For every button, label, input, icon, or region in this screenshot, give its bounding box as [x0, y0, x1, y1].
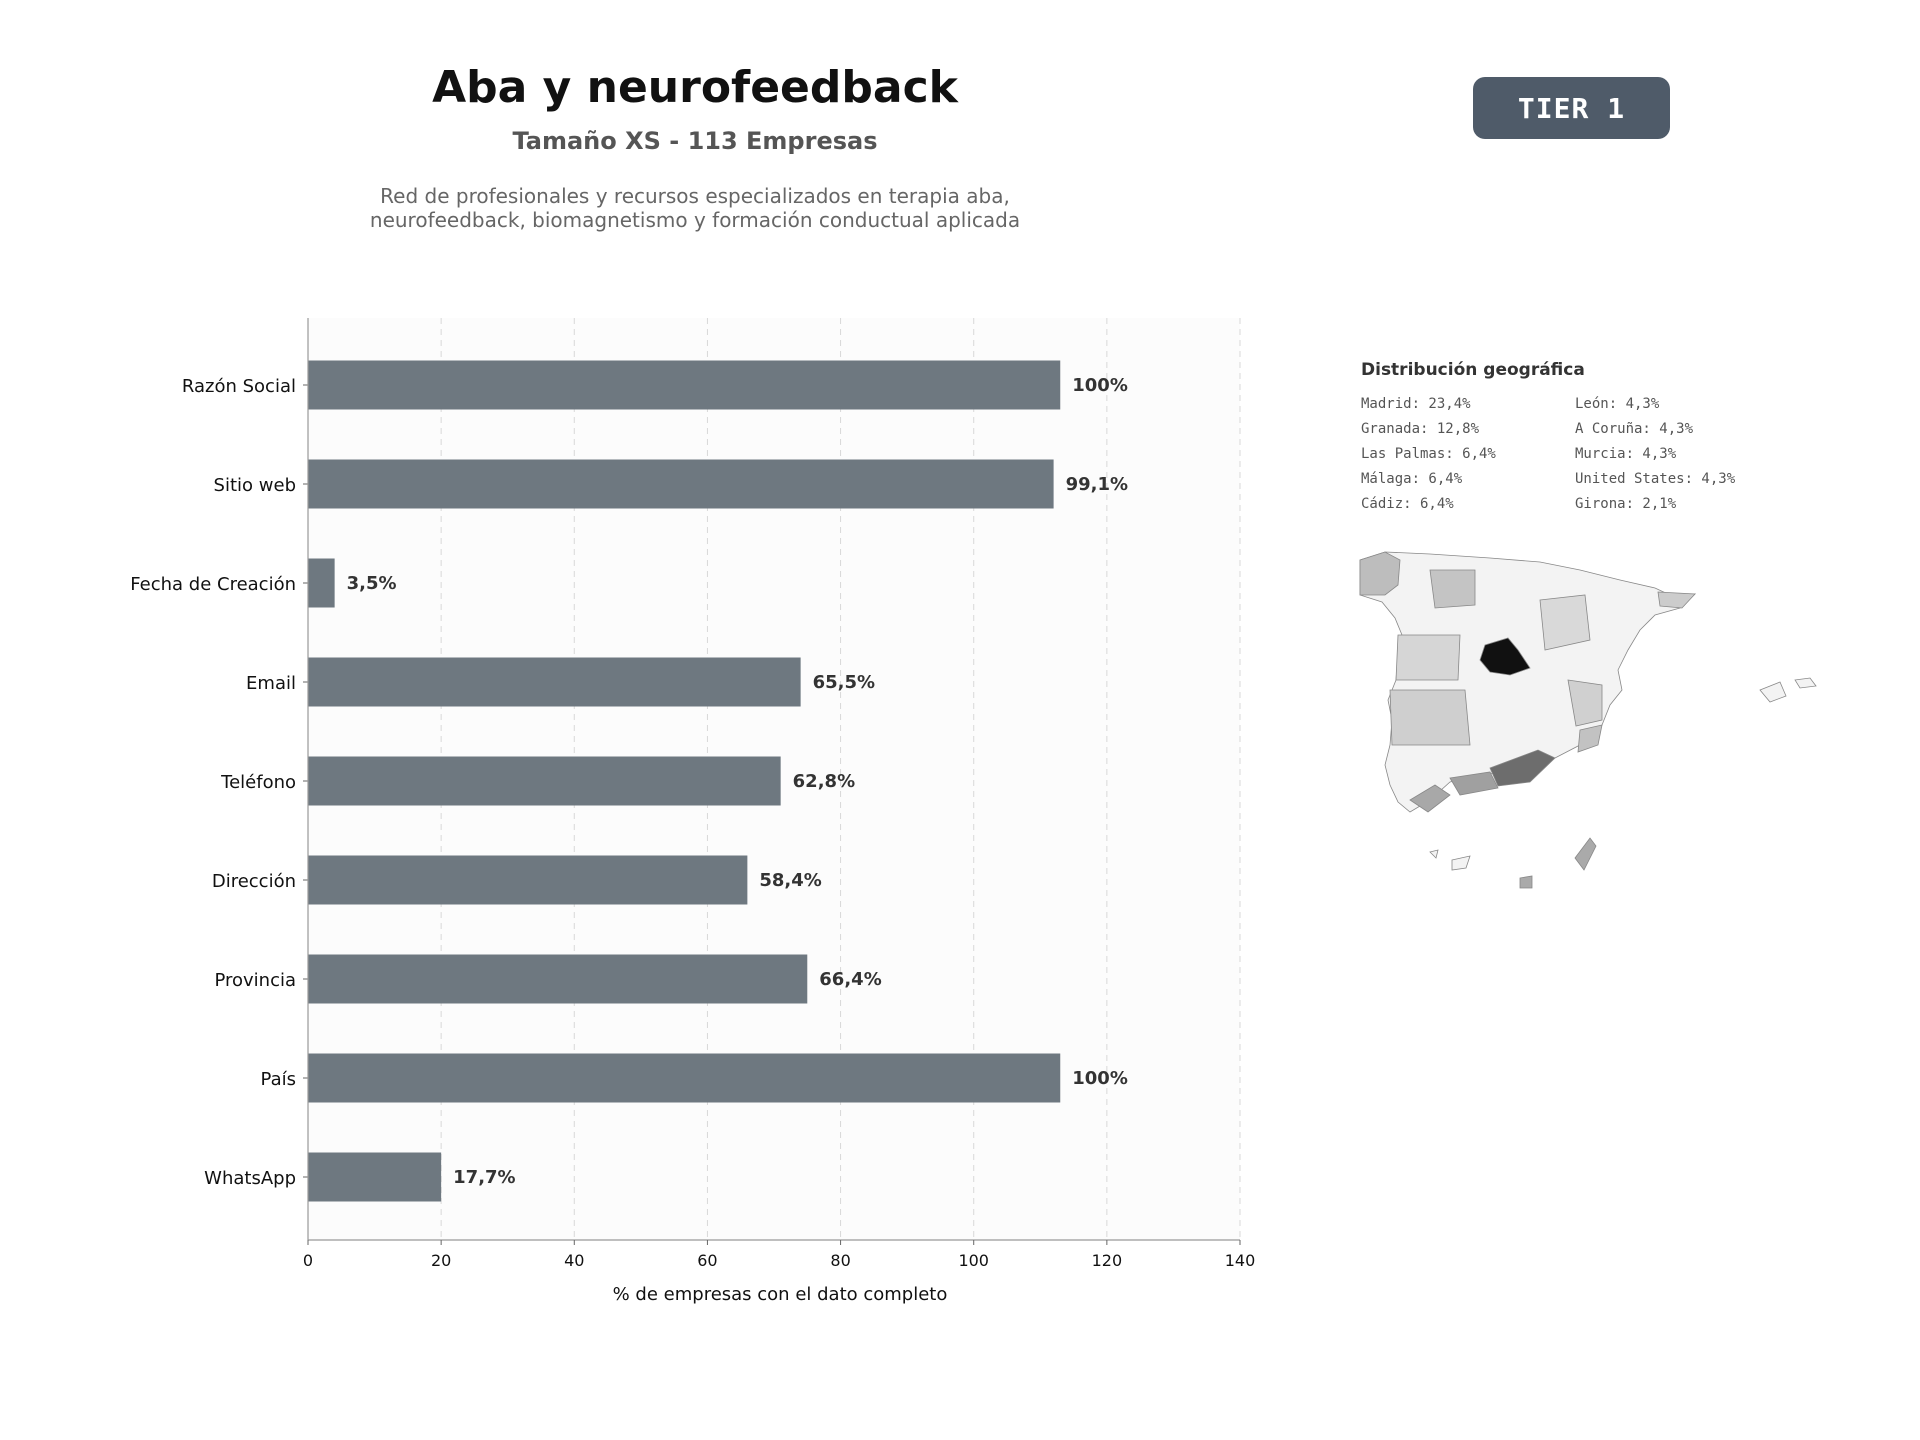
x-tick-label: 100: [958, 1251, 989, 1270]
bar-value-label: 99,1%: [1066, 474, 1128, 495]
x-axis-label: % de empresas con el dato completo: [613, 1284, 948, 1305]
bar: [308, 756, 781, 806]
map-canarias-east: [1574, 837, 1597, 871]
map-region-valencia: [1567, 679, 1603, 727]
x-tick-label: 140: [1225, 1251, 1256, 1270]
y-tick-label: País: [261, 1069, 296, 1090]
y-tick-label: WhatsApp: [204, 1168, 296, 1189]
map-region-malaga: [1449, 771, 1499, 796]
x-tick-label: 60: [697, 1251, 717, 1270]
map-region-leon: [1429, 569, 1476, 609]
bar-value-label: 65,5%: [813, 672, 875, 693]
geo-distribution-title: Distribución geográfica: [1361, 360, 1585, 380]
bar-value-label: 17,7%: [453, 1167, 515, 1188]
y-tick-label: Razón Social: [182, 376, 296, 397]
bar: [308, 1152, 442, 1202]
map-region-aragon: [1539, 594, 1591, 651]
bar-value-label: 100%: [1072, 375, 1128, 396]
page-subtitle: Tamaño XS - 113 Empresas: [512, 127, 878, 155]
bar: [308, 1053, 1061, 1103]
map-region-madrid: [1479, 637, 1531, 676]
bar: [308, 657, 801, 707]
y-tick-label: Dirección: [212, 871, 296, 892]
geo-item: Murcia: 4,3%: [1575, 446, 1677, 462]
x-tick-label: 0: [303, 1251, 313, 1270]
geo-item: Málaga: 6,4%: [1361, 471, 1463, 487]
page-description: Red de profesionales y recursos especial…: [295, 184, 1095, 232]
x-tick-label: 80: [830, 1251, 850, 1270]
geo-item: United States: 4,3%: [1575, 471, 1736, 487]
map-region-murcia: [1577, 724, 1603, 753]
bar: [308, 459, 1054, 509]
bar: [308, 360, 1061, 410]
geo-distribution-list: Madrid: 23,4% León: 4,3% Granada: 12,8% …: [1361, 396, 1881, 512]
y-tick-label: Email: [246, 673, 296, 694]
y-tick-label: Provincia: [214, 970, 296, 991]
geo-item: Las Palmas: 6,4%: [1361, 446, 1496, 462]
x-tick-label: 20: [431, 1251, 451, 1270]
bar-value-label: 58,4%: [759, 870, 821, 891]
bar: [308, 558, 335, 608]
map-balearic: [1759, 677, 1817, 703]
x-tick-label: 40: [564, 1251, 584, 1270]
map-region-granada: [1489, 749, 1556, 787]
map-region-extremadura: [1389, 689, 1471, 746]
map-mainland: [1359, 551, 1697, 813]
tier-badge: TIER 1: [1473, 77, 1670, 139]
bar-value-label: 3,5%: [347, 573, 397, 594]
map-region-cadiz: [1409, 784, 1451, 813]
geo-item: Granada: 12,8%: [1361, 421, 1480, 437]
map-canarias-west: [1429, 849, 1471, 871]
y-tick-label: Teléfono: [220, 772, 296, 793]
description-line-2: neurofeedback, biomagnetismo y formación…: [369, 208, 1021, 232]
bar-value-label: 62,8%: [793, 771, 855, 792]
y-tick-label: Sitio web: [214, 475, 296, 496]
geo-item: Madrid: 23,4%: [1361, 396, 1471, 412]
map-region-galicia: [1359, 551, 1401, 596]
geo-item: Cádiz: 6,4%: [1361, 496, 1454, 512]
map-region-girona: [1657, 591, 1696, 609]
bar-value-label: 100%: [1072, 1068, 1128, 1089]
description-line-1: Red de profesionales y recursos especial…: [380, 184, 1010, 208]
geo-item: A Coruña: 4,3%: [1575, 421, 1694, 437]
geo-item: Girona: 2,1%: [1575, 496, 1677, 512]
bar: [308, 954, 808, 1004]
bar-value-label: 66,4%: [819, 969, 881, 990]
map-canarias-gran: [1519, 875, 1533, 889]
geo-distribution-panel: Distribución geográfica Madrid: 23,4% Le…: [1361, 360, 1881, 512]
page-title: Aba y neurofeedback: [432, 62, 958, 113]
map-region-castilla: [1395, 634, 1461, 681]
bar: [308, 855, 748, 905]
y-tick-label: Fecha de Creación: [130, 574, 296, 595]
x-tick-label: 120: [1092, 1251, 1123, 1270]
geo-item: León: 4,3%: [1575, 396, 1660, 412]
spain-map: [1359, 551, 1817, 889]
